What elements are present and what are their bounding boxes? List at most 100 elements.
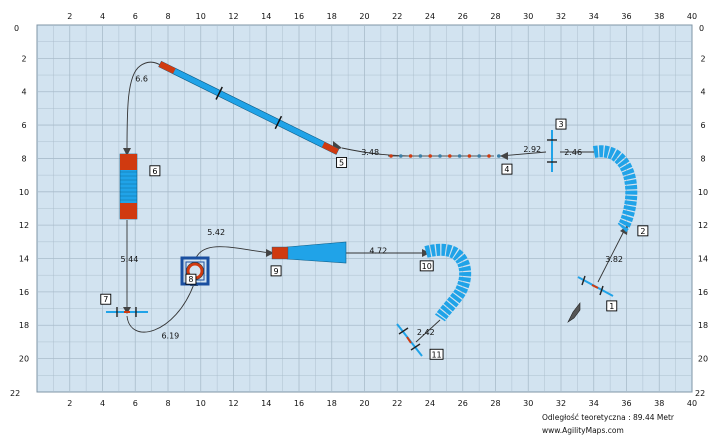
weave-pole: [418, 154, 423, 158]
y-tick-label: 18: [19, 321, 29, 330]
weave-pole: [438, 154, 442, 158]
path-seg-1-to-2: [597, 228, 626, 283]
x-tick-label: 38: [654, 399, 664, 408]
x-tick-label: 40: [687, 399, 697, 408]
y-tick-label: 10: [19, 188, 29, 197]
tunnel-end: [120, 203, 137, 219]
jump-wing: [398, 327, 409, 335]
weave-pole: [497, 154, 501, 158]
distance-label: 2.92: [523, 145, 541, 154]
weave-pole: [448, 154, 452, 158]
number-text: 11: [431, 350, 441, 359]
x-tick-label: 14: [261, 12, 271, 21]
number-box: [637, 225, 649, 237]
number-box: [501, 163, 513, 175]
path-seg-8-to-9: [195, 246, 273, 259]
tunnel-end: [158, 61, 176, 74]
jump-7: [106, 307, 148, 317]
y-tick-label: 12: [19, 221, 29, 230]
tunnel-curved-10: [424, 243, 472, 322]
y-ticks-left: 2 4 6 8 10 12 14 16 18 20: [19, 54, 29, 363]
x-tick-label: 36: [621, 399, 631, 408]
obstacle-number-6: 6: [149, 165, 161, 177]
site-credit: www.AgilityMaps.com: [542, 426, 624, 435]
x-tick-label: 6: [133, 399, 138, 408]
x-tick-label: 12: [228, 399, 238, 408]
number-box: [419, 260, 434, 272]
arrowhead: [123, 307, 131, 314]
x-tick-label: 14: [261, 399, 271, 408]
number-text: 6: [152, 167, 157, 176]
arrowhead: [500, 152, 508, 160]
x-ticks-top: 2 4 6 8 10 12 14 16 18 20 22 24 26 28 30 32 34 36 38 40: [67, 12, 697, 21]
obstacle-number-3: 3: [555, 118, 567, 130]
distance-label: 2.42: [417, 328, 435, 337]
tunnel-tick: [274, 115, 283, 130]
jump-wing: [581, 275, 586, 286]
y-tick-label: 12: [698, 221, 708, 230]
x-tick-label: 28: [490, 12, 500, 21]
x-tick-label: 26: [458, 399, 468, 408]
x-tick-label: 24: [425, 399, 435, 408]
corner-label-bottom: 22: [10, 389, 20, 398]
distance-label: 5.42: [207, 228, 225, 237]
number-box: [149, 165, 161, 177]
weave-pole: [389, 154, 393, 158]
grid: [37, 25, 692, 392]
obstacle-number-5: 5: [336, 156, 348, 168]
y-tick-label: 2: [21, 54, 26, 63]
chute-entry: [271, 246, 289, 260]
x-tick-label: 16: [294, 399, 304, 408]
y-tick-label: 6: [700, 121, 705, 130]
jump-1: [577, 275, 614, 297]
y-tick-label: 20: [19, 355, 29, 364]
x-tick-label: 32: [556, 12, 566, 21]
obstacle-number-7: 7: [100, 293, 112, 305]
x-tick-label: 6: [133, 12, 138, 21]
start-marker: [567, 302, 581, 323]
number-text: 7: [103, 295, 108, 304]
weave-poles: [388, 154, 501, 158]
obstacle-number-4: 4: [501, 163, 513, 175]
y-tick-label: 4: [21, 88, 26, 97]
obstacle-number-8: 8: [185, 273, 197, 285]
jump-red: [591, 284, 599, 289]
x-tick-label: 20: [359, 12, 369, 21]
tunnel-chute-9: [271, 241, 347, 264]
x-tick-label: 18: [327, 399, 337, 408]
x-tick-label: 2: [67, 399, 72, 408]
x-tick-label: 10: [196, 399, 206, 408]
number-text: 4: [504, 165, 509, 174]
x-tick-label: 16: [294, 12, 304, 21]
tunnel-end: [120, 154, 137, 170]
corner-label-bottom-right: 22: [695, 389, 705, 398]
x-tick-label: 22: [392, 399, 402, 408]
x-tick-label: 8: [165, 12, 170, 21]
arrowhead: [123, 148, 131, 156]
distance-label: 3.48: [361, 148, 379, 157]
weave-pole: [467, 154, 472, 158]
tunnel-curved-2: [592, 145, 638, 233]
x-tick-label: 8: [165, 399, 170, 408]
path-seg-7-to-8: [126, 283, 195, 333]
number-text: 1: [609, 302, 614, 311]
x-ticks-bottom: 2 4 6 8 10 12 14 16 18 20 22 24 26 28 30 32 34 36 38 40: [67, 399, 697, 408]
distance-label: 6.6: [135, 75, 148, 84]
path-seg-10-to-11: [415, 319, 441, 343]
jump-11: [396, 323, 423, 357]
x-tick-label: 10: [196, 12, 206, 21]
y-tick-label: 4: [700, 88, 705, 97]
corner-label-top: 0: [14, 24, 19, 33]
obstacle-number-1: 1: [606, 300, 618, 312]
number-box: [185, 273, 197, 285]
y-tick-label: 10: [698, 188, 708, 197]
obstacle-number-9: 9: [270, 265, 282, 277]
number-text: 8: [188, 275, 193, 284]
jump-wing: [410, 343, 421, 351]
y-tick-label: 8: [700, 154, 705, 163]
obstacle-numbers: 1 2 3 4 5 6 7 8 9 10 11: [100, 118, 649, 360]
y-tick-label: 16: [19, 288, 29, 297]
jump-red: [406, 336, 412, 344]
y-tick-label: 16: [698, 288, 708, 297]
weave-pole: [399, 154, 403, 158]
